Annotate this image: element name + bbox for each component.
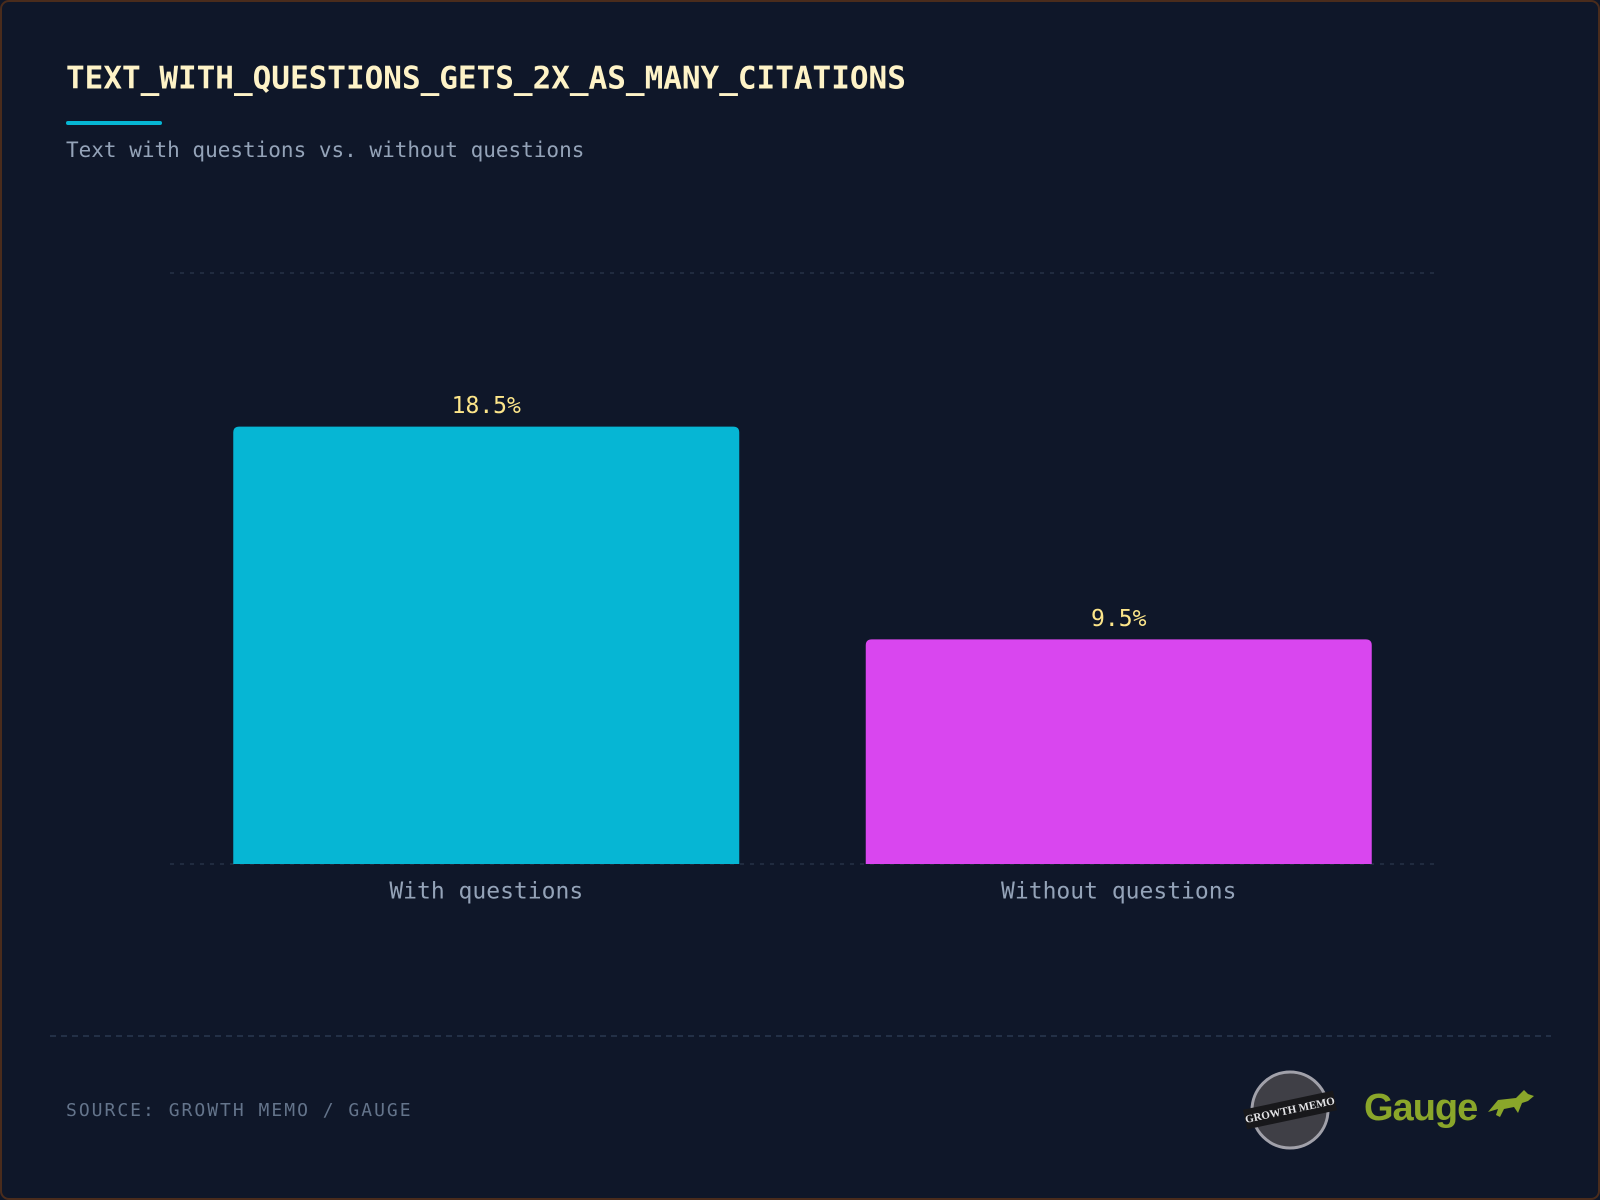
bar: [865, 639, 1372, 864]
chart-subtitle: Text with questions vs. without question…: [66, 138, 584, 162]
bar: [233, 426, 740, 864]
gauge-dog: [1488, 1090, 1534, 1117]
title-underline: [66, 121, 162, 125]
chart-title: TEXT_WITH_QUESTIONS_GETS_2X_AS_MANY_CITA…: [66, 61, 906, 97]
growth-memo-logo: GROWTH MEMO: [1242, 1070, 1338, 1150]
logo-ribbon: [1242, 1090, 1338, 1130]
value-label: 9.5%: [1091, 606, 1147, 632]
gauge-logo: Gauge: [1364, 1087, 1477, 1129]
x-tick-label: With questions: [389, 879, 583, 905]
value-label: 18.5%: [452, 393, 521, 419]
x-tick-label: Without questions: [1001, 879, 1236, 905]
source: SOURCE: GROWTH MEMO / GAUGE: [66, 1100, 413, 1121]
